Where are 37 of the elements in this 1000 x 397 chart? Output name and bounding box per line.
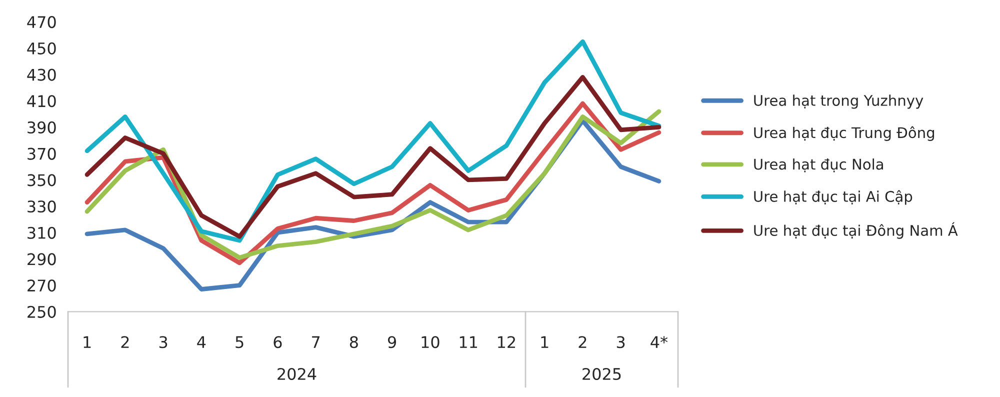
legend-label: Urea hạt trong Yuzhnyy: [754, 94, 924, 109]
legend-label: Ure hạt đục tại Đông Nam Á: [754, 222, 958, 239]
y-tick-label: 250: [28, 306, 56, 318]
y-tick-label: 270: [28, 280, 56, 292]
x-tick-label: 2: [578, 336, 586, 348]
y-tick-label: 330: [28, 200, 56, 213]
x-tick-label: 1: [541, 336, 548, 348]
x-tick-label: 1: [84, 336, 91, 348]
y-tick-label: 350: [28, 174, 56, 186]
x-tick-label: 2: [121, 336, 129, 348]
text: 2025: [582, 368, 621, 380]
line-series: [84, 39, 662, 243]
x-tick-label: 11: [460, 336, 477, 348]
legend-label: Ure hạt đục tại Ai Cập: [754, 190, 912, 205]
x-tick-label: 9: [388, 336, 396, 348]
x-tick-label: 10: [422, 336, 440, 348]
y-tick-label: 410: [27, 95, 56, 108]
legend-label: Urea hạt đục Trung Đông: [754, 126, 934, 141]
x-tick-label: 3: [616, 336, 625, 348]
y-tick-label: 430: [27, 68, 56, 81]
y-tick-label: 470: [27, 16, 56, 28]
legend-label: Urea hạt đục Nola: [754, 158, 883, 172]
line-series: [84, 74, 662, 239]
x-tick-label: 4*: [650, 336, 668, 348]
x-tick-label: 8: [350, 336, 358, 348]
y-tick-label: 290: [28, 253, 56, 266]
x-tick-label: 4: [197, 336, 206, 348]
x-tick-label: 3: [159, 336, 168, 348]
x-tick-label: 12: [498, 336, 515, 348]
text: 2024: [278, 368, 316, 380]
x-tick-label: 6: [274, 336, 282, 348]
y-tick-label: 370: [28, 148, 56, 160]
y-tick-label: 390: [28, 121, 56, 134]
x-tick-label: 5: [236, 336, 244, 348]
y-tick-label: 450: [27, 42, 56, 54]
x-tick-label: 7: [312, 336, 320, 348]
y-tick-label: 310: [28, 226, 56, 239]
